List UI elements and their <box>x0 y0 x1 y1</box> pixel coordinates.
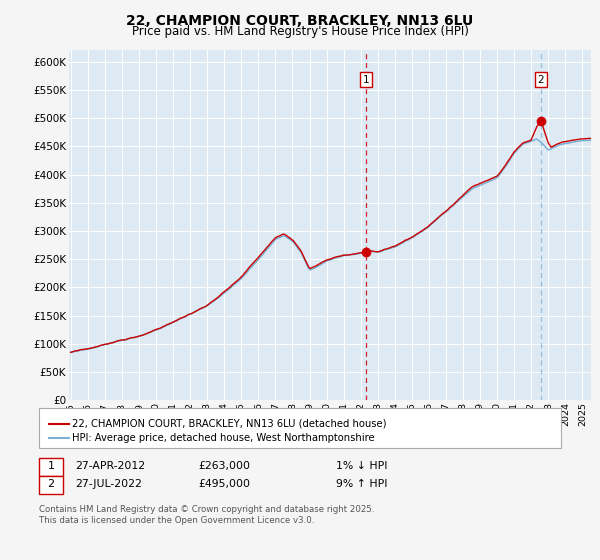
Point <box>536 116 546 125</box>
Text: HPI: Average price, detached house, West Northamptonshire: HPI: Average price, detached house, West… <box>72 433 374 443</box>
Text: £495,000: £495,000 <box>198 479 250 489</box>
Point <box>361 248 371 256</box>
Text: £263,000: £263,000 <box>198 461 250 471</box>
Text: 27-JUL-2022: 27-JUL-2022 <box>75 479 142 489</box>
Text: 2: 2 <box>538 74 544 85</box>
Text: 2: 2 <box>47 479 55 489</box>
Text: 22, CHAMPION COURT, BRACKLEY, NN13 6LU: 22, CHAMPION COURT, BRACKLEY, NN13 6LU <box>127 14 473 28</box>
Text: 22, CHAMPION COURT, BRACKLEY, NN13 6LU (detached house): 22, CHAMPION COURT, BRACKLEY, NN13 6LU (… <box>72 419 386 429</box>
Text: 9% ↑ HPI: 9% ↑ HPI <box>336 479 388 489</box>
Text: 27-APR-2012: 27-APR-2012 <box>75 461 145 471</box>
Text: 1% ↓ HPI: 1% ↓ HPI <box>336 461 388 471</box>
Text: Contains HM Land Registry data © Crown copyright and database right 2025.
This d: Contains HM Land Registry data © Crown c… <box>39 505 374 525</box>
Text: 1: 1 <box>47 461 55 471</box>
Text: Price paid vs. HM Land Registry's House Price Index (HPI): Price paid vs. HM Land Registry's House … <box>131 25 469 38</box>
Text: 1: 1 <box>363 74 370 85</box>
